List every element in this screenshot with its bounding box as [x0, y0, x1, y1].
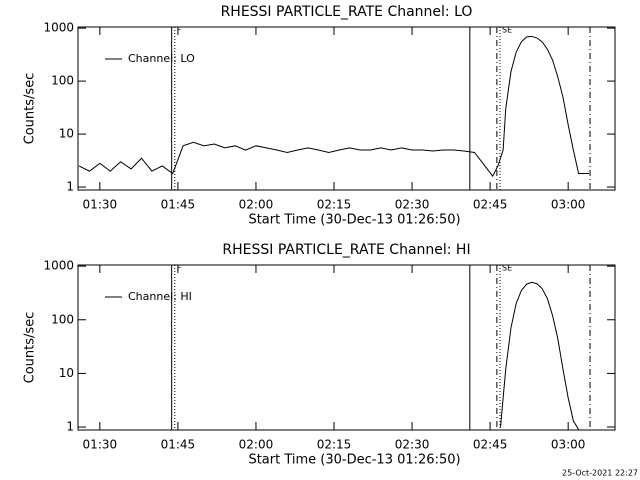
x-tick-label: 02:30	[395, 438, 430, 452]
x-tick-label: 01:45	[161, 198, 196, 212]
footer: 25-Oct-2021 22:27	[562, 469, 638, 478]
y-tick-label: 1	[66, 420, 74, 434]
y-tick-label: 1000	[43, 259, 74, 273]
x-tick-label: 02:15	[317, 438, 352, 452]
chart-title: RHESSI PARTICLE_RATE Channel: HI	[222, 242, 470, 258]
x-tick-label: 01:30	[83, 198, 118, 212]
x-tick-label: 02:30	[395, 198, 430, 212]
x-axis-label: Start Time (30-Dec-13 01:26:50)	[248, 213, 460, 228]
y-axis-label: Counts/sec	[23, 73, 38, 145]
y-tick-label: 100	[51, 312, 74, 326]
plot: RHESSI PARTICLE_RATE Channel: HI Start Ti…	[23, 242, 616, 468]
x-axis-label: Start Time (30-Dec-13 01:26:50)	[248, 453, 460, 468]
event-label: SE	[502, 264, 512, 273]
x-tick-label: 02:45	[473, 438, 508, 452]
x-tick-label: 01:45	[161, 438, 196, 452]
event-label: F	[177, 264, 182, 273]
x-tick-label: 02:45	[473, 198, 508, 212]
plot-frame	[77, 264, 616, 431]
y-axis-label: Counts/sec	[23, 312, 38, 384]
chart-title: RHESSI PARTICLE_RATE Channel: LO	[221, 4, 473, 20]
y-tick-label: 1	[66, 180, 74, 194]
plot-frame	[77, 26, 616, 191]
legend-label: Channel: HI	[128, 290, 192, 303]
x-tick-label: 02:15	[317, 198, 352, 212]
y-tick-label: 10	[59, 366, 74, 380]
data-line	[500, 281, 580, 430]
y-tick-label: 1000	[43, 21, 74, 35]
x-tick-label: 02:00	[239, 198, 274, 212]
plot: RHESSI PARTICLE_RATE Channel: LO Start Ti…	[23, 4, 616, 228]
event-label: SE	[502, 26, 512, 35]
x-tick-label: 01:30	[83, 438, 118, 452]
legend-label: Channel: LO	[128, 52, 195, 65]
x-tick-label: 02:00	[239, 438, 274, 452]
x-tick-label: 03:00	[551, 438, 586, 452]
y-tick-label: 10	[59, 127, 74, 141]
event-label: F	[177, 26, 182, 35]
data-line	[78, 35, 589, 178]
x-tick-label: 03:00	[551, 198, 586, 212]
y-tick-label: 100	[51, 74, 74, 88]
